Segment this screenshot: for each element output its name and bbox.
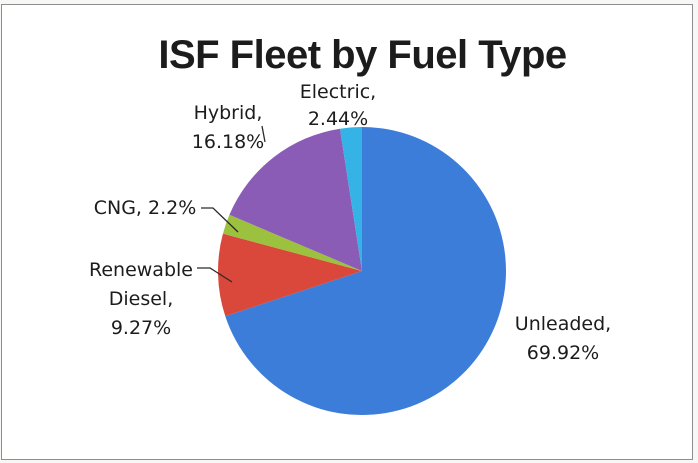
pie-slice-electric bbox=[340, 127, 362, 271]
leader-line-hybrid bbox=[261, 125, 266, 143]
pie-slice-renewable-diesel bbox=[218, 233, 362, 317]
leader-line-renewable-diesel bbox=[197, 267, 233, 283]
slice-label-hybrid: Hybrid, 16.18% bbox=[192, 102, 264, 153]
pie-slice-cng bbox=[222, 214, 362, 271]
slice-label-electric: Electric, 2.44% bbox=[300, 81, 376, 130]
pie-slice-unleaded bbox=[225, 127, 506, 416]
pie-slice-hybrid bbox=[229, 128, 362, 271]
leader-line-cng bbox=[201, 207, 239, 233]
slice-label-renewable-diesel: Renewable Diesel, 9.27% bbox=[89, 259, 193, 339]
chart-title: ISF Fleet by Fuel Type bbox=[158, 33, 567, 77]
slice-label-cng: CNG, 2.2% bbox=[94, 197, 197, 219]
slice-label-unleaded: Unleaded, 69.92% bbox=[515, 313, 611, 364]
